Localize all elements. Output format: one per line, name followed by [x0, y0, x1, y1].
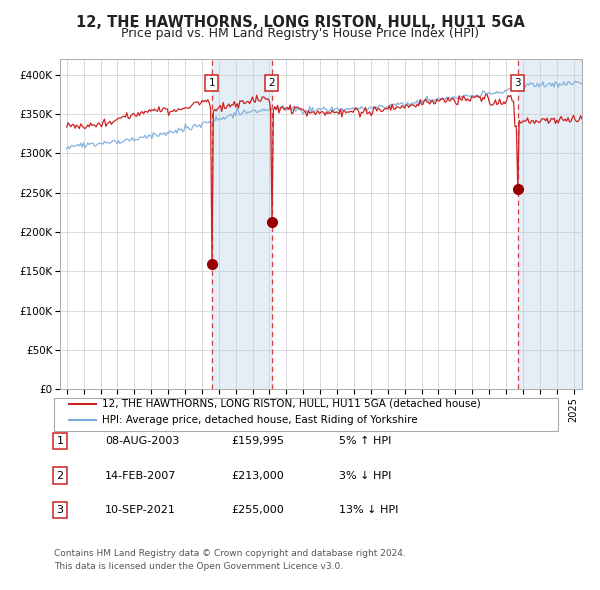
Text: Contains HM Land Registry data © Crown copyright and database right 2024.: Contains HM Land Registry data © Crown c… — [54, 549, 406, 558]
Text: 1: 1 — [56, 437, 64, 446]
Text: 2: 2 — [268, 78, 275, 87]
Text: 12, THE HAWTHORNS, LONG RISTON, HULL, HU11 5GA: 12, THE HAWTHORNS, LONG RISTON, HULL, HU… — [76, 15, 524, 30]
Text: 12, THE HAWTHORNS, LONG RISTON, HULL, HU11 5GA (detached house): 12, THE HAWTHORNS, LONG RISTON, HULL, HU… — [102, 399, 481, 409]
Text: 1: 1 — [208, 78, 215, 87]
Text: 5% ↑ HPI: 5% ↑ HPI — [339, 437, 391, 446]
Text: 14-FEB-2007: 14-FEB-2007 — [105, 471, 176, 480]
Text: HPI: Average price, detached house, East Riding of Yorkshire: HPI: Average price, detached house, East… — [102, 415, 418, 425]
Text: 3% ↓ HPI: 3% ↓ HPI — [339, 471, 391, 480]
Text: £255,000: £255,000 — [231, 505, 284, 514]
Text: 3: 3 — [514, 78, 521, 87]
Text: £159,995: £159,995 — [231, 437, 284, 446]
Text: 2: 2 — [56, 471, 64, 480]
Text: 3: 3 — [56, 505, 64, 514]
Bar — [212, 59, 272, 389]
Text: 08-AUG-2003: 08-AUG-2003 — [105, 437, 179, 446]
Text: 13% ↓ HPI: 13% ↓ HPI — [339, 505, 398, 514]
Bar — [518, 59, 582, 389]
Text: £213,000: £213,000 — [231, 471, 284, 480]
Text: This data is licensed under the Open Government Licence v3.0.: This data is licensed under the Open Gov… — [54, 562, 343, 571]
Text: 10-SEP-2021: 10-SEP-2021 — [105, 505, 176, 514]
Text: Price paid vs. HM Land Registry's House Price Index (HPI): Price paid vs. HM Land Registry's House … — [121, 27, 479, 40]
